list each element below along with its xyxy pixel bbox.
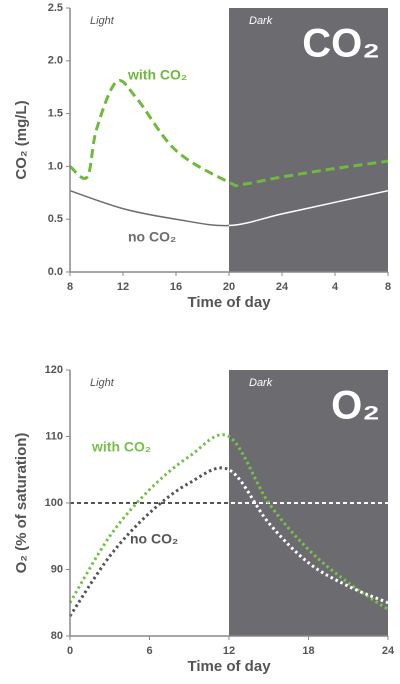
y-tick-label: 110: [45, 430, 63, 442]
series-label: no CO₂: [130, 531, 178, 547]
badge: CO₂: [302, 22, 380, 66]
x-tick-label: 8: [67, 281, 73, 293]
y-axis-title: O₂ (% of saturation): [13, 433, 30, 574]
series-label: with CO₂: [91, 439, 151, 455]
x-tick-label: 8: [385, 281, 391, 293]
y-axis-title: CO₂ (mg/L): [13, 100, 30, 179]
y-tick-label: 120: [45, 364, 63, 376]
series-line: [68, 433, 389, 611]
y-tick-label: 0.5: [48, 213, 63, 225]
x-tick-label: 4: [332, 281, 339, 293]
x-tick-label: 16: [170, 281, 182, 293]
x-tick-label: 24: [382, 645, 395, 657]
dark-region: [229, 8, 388, 272]
y-tick-label: 2.0: [48, 55, 63, 67]
y-tick-label: 100: [45, 497, 63, 509]
series-line: [69, 189, 389, 227]
series-label: with CO₂: [127, 67, 187, 83]
y-tick-label: 2.5: [48, 2, 63, 14]
badge: O₂: [331, 384, 380, 428]
x-tick-label: 20: [223, 281, 235, 293]
x-tick-label: 24: [276, 281, 289, 293]
x-tick-label: 6: [146, 645, 152, 657]
region-label: Dark: [249, 15, 273, 27]
x-axis-title: Time of day: [187, 658, 271, 675]
y-tick-label: 90: [51, 563, 63, 575]
y-tick-label: 80: [51, 630, 63, 642]
series-line: [69, 79, 389, 188]
x-axis-title: Time of day: [187, 294, 271, 311]
x-tick-label: 18: [302, 645, 314, 657]
region-label: Light: [90, 377, 115, 389]
x-tick-label: 0: [67, 645, 73, 657]
series-label: no CO₂: [128, 229, 176, 245]
region-label: Dark: [249, 377, 273, 389]
region-label: Light: [90, 15, 115, 27]
x-tick-label: 12: [117, 281, 129, 293]
x-tick-label: 12: [223, 645, 235, 657]
y-tick-label: 1.5: [48, 108, 63, 120]
y-tick-label: 1.0: [48, 160, 63, 172]
y-tick-label: 0.0: [48, 266, 63, 278]
